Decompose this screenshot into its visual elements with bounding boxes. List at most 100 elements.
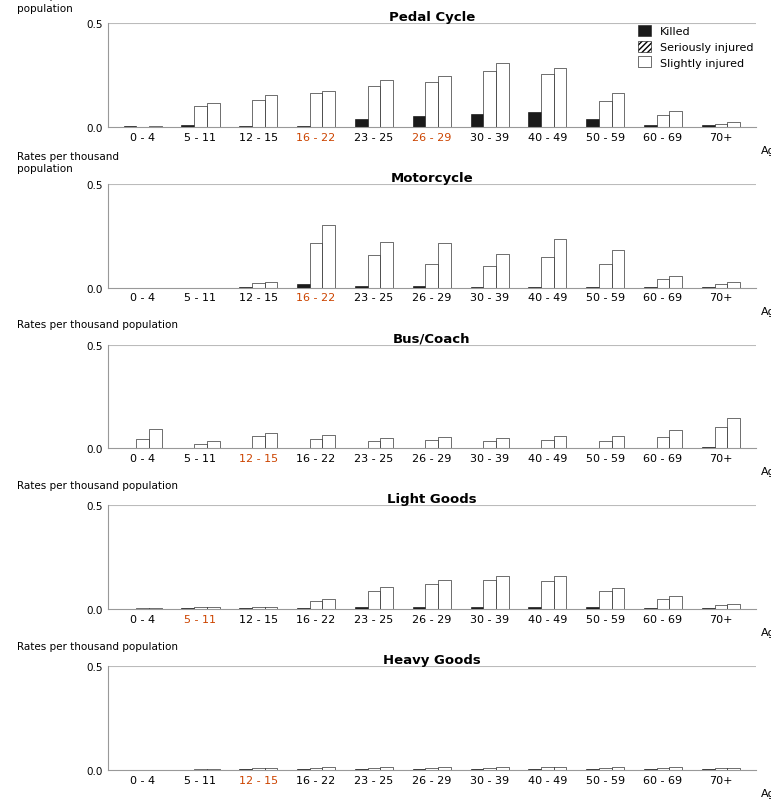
Bar [541, 581, 554, 610]
Bar [149, 429, 162, 449]
Bar [438, 244, 451, 288]
Bar [483, 768, 496, 770]
Bar [554, 69, 567, 128]
Bar [586, 287, 599, 288]
Bar [426, 440, 438, 449]
Bar [669, 430, 682, 449]
Bar [252, 436, 264, 449]
Bar [380, 768, 393, 770]
Bar [470, 115, 483, 128]
Bar [264, 607, 278, 610]
Bar [496, 63, 509, 128]
Bar [207, 442, 220, 449]
Bar [657, 437, 669, 449]
Text: Age: Age [761, 146, 771, 156]
Text: Rates per thousand population: Rates per thousand population [17, 320, 178, 330]
Bar [438, 768, 451, 770]
Title: Motorcycle: Motorcycle [390, 172, 473, 184]
Bar [194, 107, 207, 128]
Bar [194, 444, 207, 449]
Bar [412, 117, 426, 128]
Bar [252, 284, 264, 288]
Bar [528, 113, 541, 128]
Bar [727, 123, 740, 128]
Bar [438, 77, 451, 128]
Text: Rates per thousand: Rates per thousand [17, 152, 120, 162]
Bar [644, 609, 657, 610]
Text: population: population [17, 4, 73, 14]
Bar [297, 608, 310, 610]
Bar [483, 442, 496, 449]
Bar [657, 768, 669, 770]
Bar [669, 112, 682, 128]
Bar [528, 607, 541, 610]
Title: Bus/Coach: Bus/Coach [393, 332, 470, 345]
Bar [207, 607, 220, 610]
Bar [252, 608, 264, 610]
Bar [599, 102, 611, 128]
Bar [611, 251, 625, 288]
Bar [252, 101, 264, 128]
Bar [727, 419, 740, 449]
Bar [438, 437, 451, 449]
Bar [669, 768, 682, 770]
Bar [483, 266, 496, 288]
Bar [355, 608, 368, 610]
Bar [412, 607, 426, 610]
Bar [657, 280, 669, 288]
Bar [470, 287, 483, 288]
Bar [322, 91, 335, 128]
Bar [541, 75, 554, 128]
Bar [380, 243, 393, 288]
Bar [322, 768, 335, 770]
Bar [264, 433, 278, 449]
Bar [264, 283, 278, 288]
Bar [426, 265, 438, 288]
Bar [702, 448, 715, 449]
Bar [599, 768, 611, 770]
Bar [599, 442, 611, 449]
Bar [297, 286, 310, 288]
Bar [194, 608, 207, 610]
Bar [715, 124, 727, 128]
Bar [586, 119, 599, 128]
Bar [599, 265, 611, 288]
Bar [727, 604, 740, 610]
Bar [470, 608, 483, 610]
Bar [554, 436, 567, 449]
Bar [496, 576, 509, 610]
Bar [715, 606, 727, 610]
Bar [310, 244, 322, 288]
Bar [368, 256, 380, 288]
Bar [554, 767, 567, 770]
Bar [611, 768, 625, 770]
Bar [368, 768, 380, 770]
Bar [541, 768, 554, 770]
Text: population: population [17, 164, 73, 174]
Bar [657, 599, 669, 610]
Title: Light Goods: Light Goods [387, 492, 476, 506]
Bar [496, 255, 509, 288]
Bar [310, 439, 322, 449]
Bar [586, 608, 599, 610]
Bar [380, 81, 393, 128]
Bar [528, 287, 541, 288]
Bar [426, 83, 438, 128]
Bar [310, 768, 322, 770]
Bar [554, 576, 567, 610]
Text: Rates per thousand population: Rates per thousand population [17, 480, 178, 490]
Bar [496, 768, 509, 770]
Title: Pedal Cycle: Pedal Cycle [389, 11, 475, 24]
Text: Rates per thousand population: Rates per thousand population [17, 641, 178, 650]
Bar [380, 439, 393, 449]
Bar [207, 103, 220, 128]
Bar [496, 439, 509, 449]
Bar [368, 87, 380, 128]
Text: Age: Age [761, 467, 771, 477]
Bar [669, 596, 682, 610]
Bar [541, 440, 554, 449]
Bar [380, 588, 393, 610]
Bar [702, 126, 715, 128]
Bar [715, 427, 727, 449]
Bar [322, 435, 335, 449]
